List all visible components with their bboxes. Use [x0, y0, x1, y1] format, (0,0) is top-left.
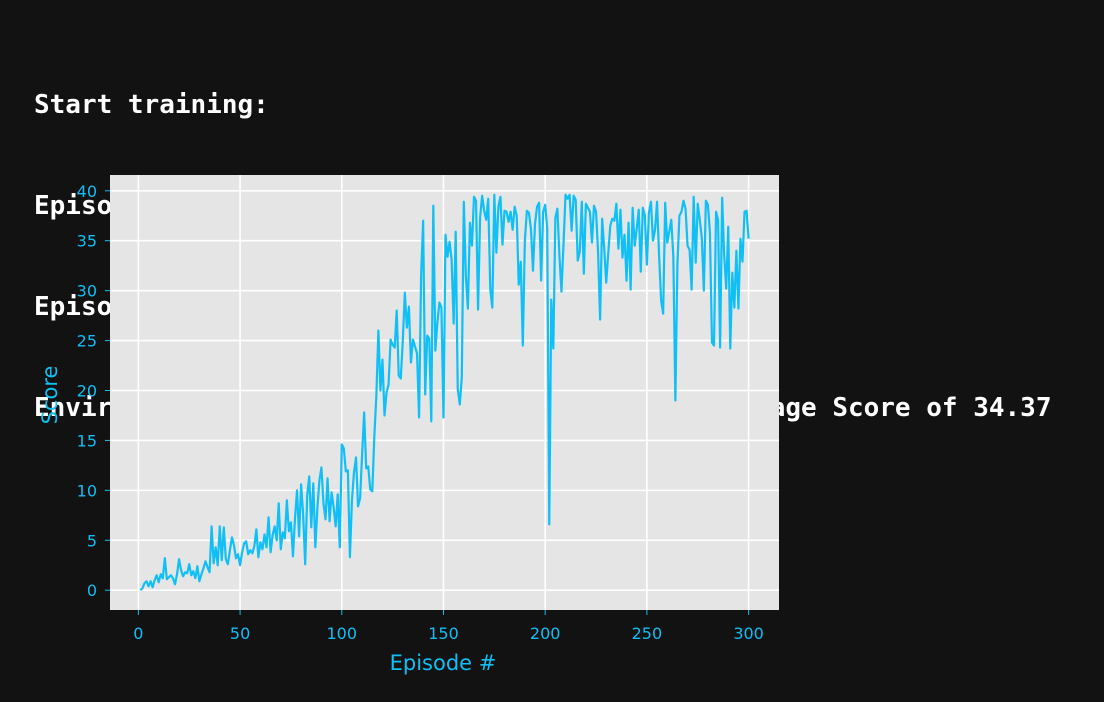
- x-tick-label: 250: [632, 624, 663, 643]
- y-tick-label: 10: [77, 481, 97, 500]
- x-tick-label: 0: [133, 624, 143, 643]
- y-tick-label: 0: [87, 581, 97, 600]
- x-tick-label: 100: [327, 624, 358, 643]
- y-tick-label: 15: [77, 431, 97, 450]
- x-tick-label: 50: [230, 624, 250, 643]
- y-tick-label: 5: [87, 531, 97, 550]
- x-tick-label: 150: [428, 624, 459, 643]
- x-axis-label: Episode #: [390, 651, 497, 675]
- y-tick-label: 40: [77, 182, 97, 201]
- y-tick-label: 25: [77, 332, 97, 351]
- y-tick-label: 20: [77, 382, 97, 401]
- console-line: Start training:: [34, 90, 269, 121]
- y-tick-label: 35: [77, 232, 97, 251]
- x-tick-label: 300: [733, 624, 764, 643]
- score-line: [139, 193, 750, 592]
- y-tick-label: 30: [77, 282, 97, 301]
- y-axis-label: Score: [38, 366, 62, 425]
- x-tick-label: 200: [530, 624, 561, 643]
